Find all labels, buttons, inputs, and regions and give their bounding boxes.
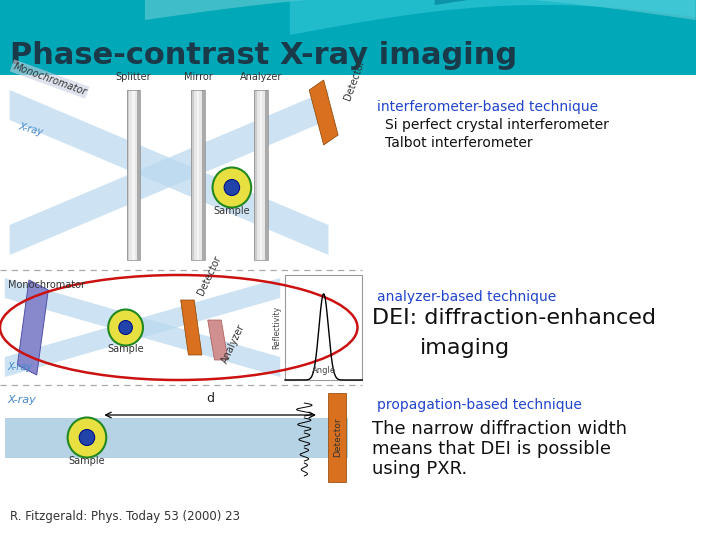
Bar [132,90,135,260]
Bar [194,90,197,260]
Bar [192,90,194,260]
Polygon shape [9,90,328,255]
Bar [259,90,262,260]
Bar [285,275,362,380]
Polygon shape [145,0,696,20]
Text: Monochromator: Monochromator [8,280,85,290]
Polygon shape [17,280,48,375]
Text: Sample: Sample [214,206,250,215]
Polygon shape [309,80,338,145]
Text: Analyzer: Analyzer [220,322,247,365]
Text: Splitter: Splitter [115,72,151,82]
Text: d: d [206,392,214,405]
Polygon shape [9,90,328,255]
Bar [265,90,268,260]
Text: using PXR.: using PXR. [372,460,467,478]
Polygon shape [181,300,202,355]
Text: X-ray: X-ray [8,362,32,372]
Text: Reflectivity: Reflectivity [272,306,281,349]
Circle shape [119,321,132,334]
Bar [5,417,348,457]
Text: Sample: Sample [107,343,144,354]
Bar [0,0,696,75]
Text: Detector: Detector [196,254,223,297]
Text: Detector: Detector [333,417,342,457]
Text: Sample: Sample [68,456,105,465]
Polygon shape [208,320,228,360]
Text: DEI: diffraction-enhanced: DEI: diffraction-enhanced [372,308,656,328]
Text: Phase-contrast X-ray imaging: Phase-contrast X-ray imaging [9,40,517,70]
Text: Angle: Angle [312,366,336,375]
Text: Monochromator: Monochromator [12,61,88,97]
Text: imaging: imaging [420,338,510,358]
Text: X-ray: X-ray [17,121,44,137]
Text: Analyzer: Analyzer [240,72,282,82]
Text: Si perfect crystal interferometer: Si perfect crystal interferometer [384,118,608,132]
Text: interferometer-based technique: interferometer-based technique [377,100,598,114]
Text: Detector: Detector [343,58,367,102]
Circle shape [68,417,107,457]
Bar [262,90,265,260]
Bar [328,393,346,482]
Bar [130,90,132,260]
Bar [197,90,199,260]
Bar [254,90,268,260]
Bar [199,90,202,260]
Polygon shape [435,0,696,5]
Bar [138,90,140,260]
Polygon shape [290,0,696,35]
Circle shape [108,309,143,346]
Text: analyzer-based technique: analyzer-based technique [377,290,556,304]
Text: The narrow diffraction width: The narrow diffraction width [372,420,627,438]
Bar [127,90,130,260]
Bar [0,75,696,540]
Polygon shape [5,278,280,377]
Text: Talbot interferometer: Talbot interferometer [384,136,532,150]
Bar [135,90,138,260]
Text: R. Fitzgerald: Phys. Today 53 (2000) 23: R. Fitzgerald: Phys. Today 53 (2000) 23 [9,510,240,523]
Bar [257,90,259,260]
Polygon shape [5,278,280,377]
Text: Mirror: Mirror [184,72,212,82]
Circle shape [212,167,251,207]
Bar [127,90,140,260]
Circle shape [224,179,240,195]
Text: X-ray: X-ray [8,395,37,405]
Bar [202,90,204,260]
Text: means that DEI is possible: means that DEI is possible [372,440,611,458]
Bar [192,90,204,260]
Bar [254,90,257,260]
Text: propagation-based technique: propagation-based technique [377,398,582,412]
Circle shape [79,429,95,445]
